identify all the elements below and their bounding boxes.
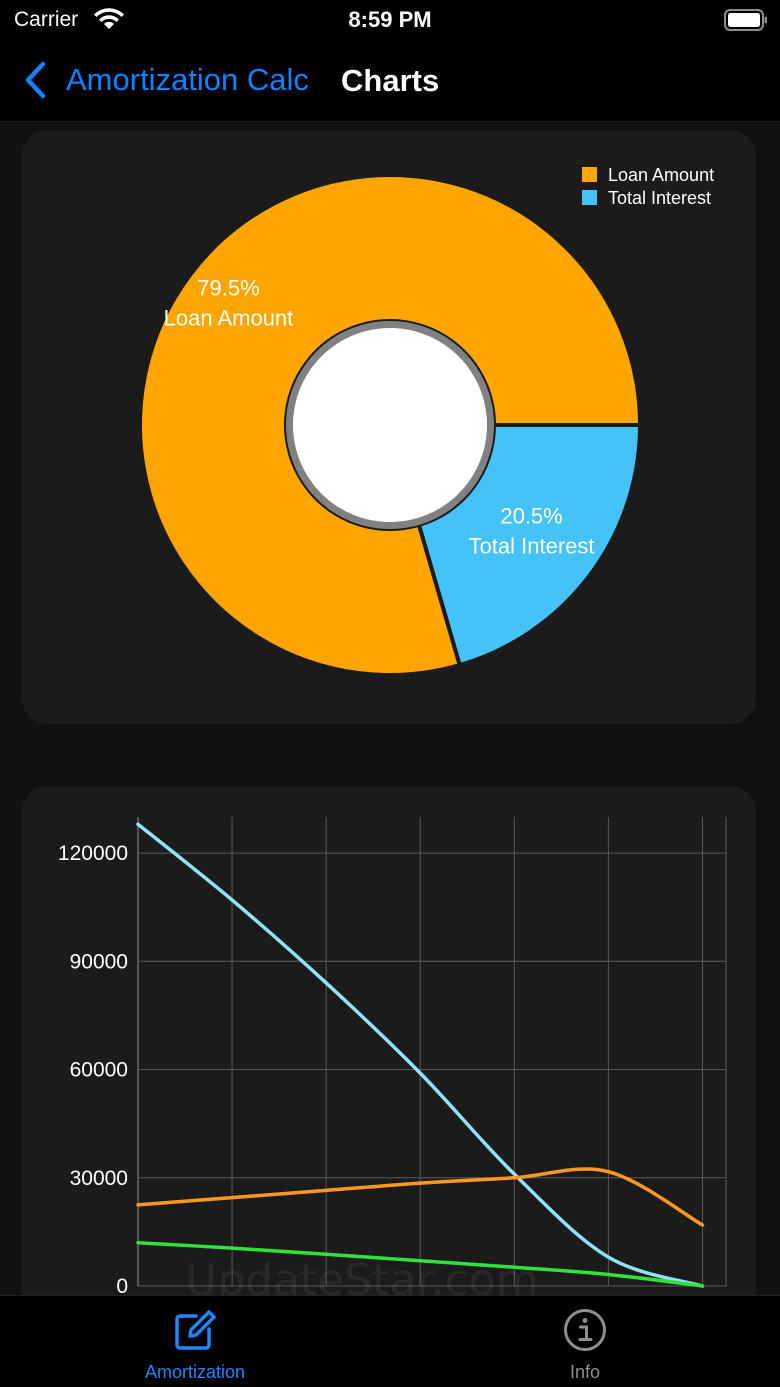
legend-entry-total-interest: Total Interest <box>608 188 711 208</box>
pie-slice-loan-amount <box>138 173 643 677</box>
legend-entry-loan-amount: Loan Amount <box>608 165 714 185</box>
back-button-label: Amortization Calc <box>66 62 309 97</box>
y-tick-label: 0 <box>116 1275 128 1295</box>
legend-swatch-loan-amount <box>582 167 597 182</box>
charts-content[interactable]: Loan Amount Total Interest 79.5% Loan Amou… <box>0 122 780 1295</box>
y-tick-label: 30000 <box>70 1167 128 1190</box>
info-icon <box>564 1309 606 1351</box>
chevron-left-icon <box>25 61 46 99</box>
y-tick-label: 60000 <box>70 1059 128 1082</box>
line-chart: 0 30000 60000 90000 120000 <box>58 817 727 1295</box>
pie-slice-label: Total Interest <box>469 533 595 558</box>
compose-icon <box>175 1310 216 1350</box>
pie-percent-label: 20.5% <box>500 503 562 528</box>
page-title: Charts <box>341 63 440 98</box>
status-bar: Carrier 8:59 PM <box>0 0 780 44</box>
tab-amortization-label: Amortization <box>144 1362 246 1382</box>
navigation-bar: Amortization Calc Charts <box>0 44 780 122</box>
tab-info-label: Info <box>569 1362 601 1382</box>
pie-slice-total-interest <box>416 423 643 668</box>
wifi-icon <box>94 8 124 29</box>
line-series-2 <box>136 1167 705 1227</box>
donut-hole <box>293 328 487 522</box>
donut-chart: Loan Amount Total Interest 79.5% Loan Amou… <box>138 165 714 677</box>
carrier-label: Carrier <box>14 8 79 31</box>
tab-info[interactable]: Info <box>390 1296 780 1387</box>
pie-percent-label: 79.5% <box>197 276 259 301</box>
status-time: 8:59 PM <box>348 7 432 32</box>
tab-bar: Amortization Info <box>0 1295 780 1387</box>
legend-swatch-total-interest <box>582 190 597 205</box>
line-series-1 <box>136 822 705 1288</box>
tab-amortization[interactable]: Amortization <box>0 1296 390 1387</box>
line-series-3 <box>136 1240 705 1288</box>
y-tick-label: 90000 <box>70 950 128 973</box>
pie-chart-card: Loan Amount Total Interest 79.5% Loan Amou… <box>22 130 756 724</box>
pie-slice-label: Loan Amount <box>164 306 294 331</box>
battery-icon <box>724 9 767 31</box>
back-button[interactable]: Amortization Calc <box>22 58 309 102</box>
line-chart-card: 0 30000 60000 90000 120000 <box>22 786 756 1295</box>
y-tick-label: 120000 <box>58 842 128 865</box>
